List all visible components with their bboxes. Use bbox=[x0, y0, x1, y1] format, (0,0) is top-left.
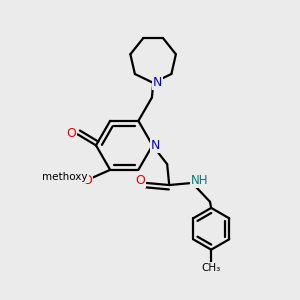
Text: O: O bbox=[82, 174, 92, 187]
Text: N: N bbox=[151, 139, 160, 152]
Text: NH: NH bbox=[191, 175, 208, 188]
Text: O: O bbox=[135, 175, 145, 188]
Text: methoxy: methoxy bbox=[42, 172, 88, 182]
Text: O: O bbox=[67, 127, 76, 140]
Text: CH₃: CH₃ bbox=[202, 263, 221, 273]
Text: N: N bbox=[153, 76, 162, 89]
